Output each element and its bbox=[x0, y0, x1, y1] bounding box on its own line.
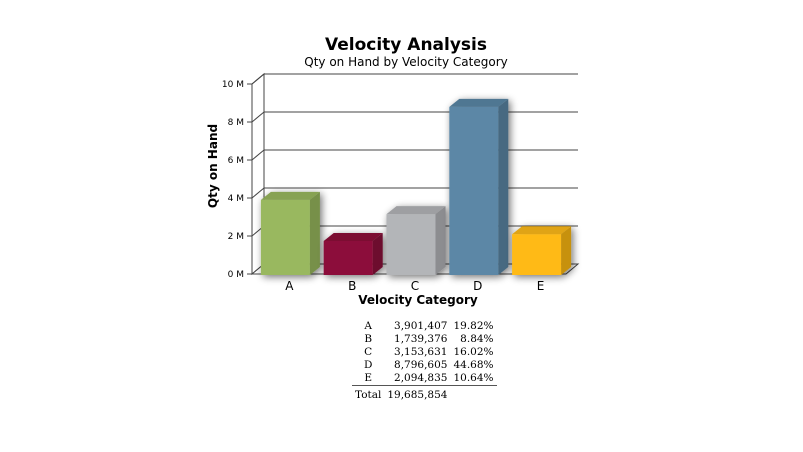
bar-side bbox=[561, 226, 572, 275]
chart-subtitle: Qty on Hand by Velocity Category bbox=[304, 55, 507, 69]
bars bbox=[260, 98, 572, 275]
summary-total-row: Total 19,685,854 bbox=[352, 385, 497, 402]
summary-value: 3,901,407 bbox=[394, 320, 448, 332]
summary-value: 3,153,631 bbox=[394, 346, 448, 358]
bar-front bbox=[323, 240, 373, 275]
total-label: Total bbox=[352, 385, 385, 402]
gridline-diag bbox=[251, 73, 265, 85]
x-axis-ticks: A B C D E bbox=[285, 279, 544, 293]
total-value: 19,685,854 bbox=[384, 385, 451, 402]
summary-percent: 44.68% bbox=[453, 359, 494, 371]
bar-b bbox=[323, 232, 383, 275]
bar-front bbox=[512, 234, 562, 275]
bar-top bbox=[449, 98, 509, 107]
summary-category: B bbox=[364, 333, 373, 345]
summary-row: C 3,153,631 16.02% bbox=[352, 346, 497, 359]
summary-percent: 19.82% bbox=[453, 320, 494, 332]
y-axis-ticks: 0 M 2 M 4 M 6 M 8 M 10 M bbox=[222, 80, 252, 280]
bar-front bbox=[260, 199, 310, 275]
bar-top bbox=[512, 226, 572, 235]
x-tick-label: C bbox=[411, 279, 419, 293]
bar-d bbox=[449, 98, 509, 275]
bar-side bbox=[372, 232, 383, 275]
x-axis-label: Velocity Category bbox=[358, 293, 478, 307]
gridline-diag bbox=[251, 187, 265, 199]
bar-c bbox=[386, 206, 446, 275]
bar-side bbox=[498, 98, 509, 275]
x-tick-label: D bbox=[473, 279, 482, 293]
bar-top bbox=[386, 206, 446, 215]
summary-category: E bbox=[364, 372, 373, 384]
x-tick-label: B bbox=[348, 279, 356, 293]
summary-row: B 1,739,376 8.84% bbox=[352, 333, 497, 346]
gridline-diag bbox=[251, 111, 265, 123]
x-tick-label: A bbox=[285, 279, 294, 293]
summary-row: A 3,901,407 19.82% bbox=[352, 320, 497, 333]
bar-a bbox=[260, 191, 320, 275]
chart-title: Velocity Analysis bbox=[325, 35, 487, 55]
x-tick-label: E bbox=[537, 279, 545, 293]
summary-row: D 8,796,605 44.68% bbox=[352, 359, 497, 372]
bar-top bbox=[260, 191, 320, 200]
summary-value: 1,739,376 bbox=[394, 333, 448, 345]
bar-e bbox=[512, 226, 572, 275]
gridline-diag bbox=[251, 149, 265, 161]
summary-value: 2,094,835 bbox=[394, 372, 448, 384]
y-axis-label: Qty on Hand bbox=[206, 124, 220, 208]
summary-percent: 10.64% bbox=[453, 372, 494, 384]
bar-side bbox=[435, 206, 446, 275]
y-tick-label: 10 M bbox=[222, 80, 244, 90]
summary-table: A 3,901,407 19.82% B 1,739,376 8.84% C 3,153,63… bbox=[352, 320, 497, 402]
bar-front bbox=[449, 106, 499, 275]
bar-top bbox=[323, 232, 383, 241]
summary-percent: 8.84% bbox=[460, 333, 494, 345]
summary-category: D bbox=[363, 359, 373, 371]
summary-category: C bbox=[364, 346, 373, 358]
summary-row: E 2,094,835 10.64% bbox=[352, 372, 497, 386]
y-tick-label: 0 M bbox=[228, 270, 244, 280]
summary-percent: 16.02% bbox=[453, 346, 494, 358]
y-tick-label: 2 M bbox=[228, 232, 244, 242]
summary-value: 8,796,605 bbox=[394, 359, 448, 371]
y-tick-label: 6 M bbox=[228, 156, 244, 166]
y-tick-label: 4 M bbox=[228, 194, 244, 204]
bar-front bbox=[386, 214, 436, 275]
summary-category: A bbox=[364, 320, 372, 332]
bar-side bbox=[309, 191, 320, 275]
y-tick-label: 8 M bbox=[228, 118, 244, 128]
